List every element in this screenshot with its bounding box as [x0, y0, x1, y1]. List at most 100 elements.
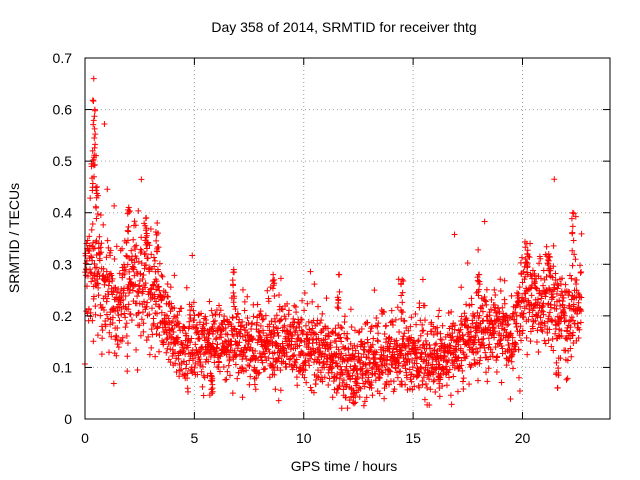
- data-point: [532, 284, 539, 291]
- data-point: [145, 333, 152, 340]
- data-point: [84, 237, 91, 244]
- data-point: [534, 327, 541, 334]
- data-point: [415, 372, 422, 379]
- data-point: [545, 257, 552, 264]
- data-point: [568, 314, 575, 321]
- data-point: [318, 353, 325, 360]
- data-point: [311, 371, 318, 378]
- data-point: [445, 369, 452, 376]
- data-point: [436, 307, 443, 314]
- data-point: [561, 304, 568, 311]
- data-point: [364, 319, 371, 326]
- data-point: [544, 329, 551, 336]
- data-point: [124, 237, 131, 244]
- data-point: [307, 268, 314, 275]
- data-point: [341, 357, 348, 364]
- data-point: [557, 281, 564, 288]
- data-point: [509, 365, 516, 372]
- data-point: [336, 335, 343, 342]
- axis-ticks: 0 0.1 0.2 0.3 0.4 0.5 0.6 0.7 0 5 10 15 20: [53, 50, 610, 446]
- data-point: [508, 352, 515, 359]
- data-point: [381, 385, 388, 392]
- data-point: [503, 329, 510, 336]
- y-tick-label: 0.1: [53, 359, 73, 375]
- data-point: [257, 323, 264, 330]
- data-point: [537, 275, 544, 282]
- data-point: [125, 301, 132, 308]
- data-point: [155, 268, 162, 275]
- data-point: [144, 255, 151, 262]
- data-point: [540, 282, 547, 289]
- data-point: [334, 294, 341, 301]
- data-point: [121, 264, 128, 271]
- data-point: [474, 377, 481, 384]
- data-point: [113, 289, 120, 296]
- data-point: [243, 367, 250, 374]
- data-point: [497, 337, 504, 344]
- data-point: [272, 386, 279, 393]
- data-point: [516, 388, 523, 395]
- data-point: [130, 236, 137, 243]
- data-point: [343, 334, 350, 341]
- data-point: [483, 369, 490, 376]
- data-point: [335, 305, 342, 312]
- data-point: [555, 332, 562, 339]
- data-point: [550, 263, 557, 270]
- data-point: [190, 299, 197, 306]
- data-point: [446, 374, 453, 381]
- data-point: [259, 316, 266, 323]
- data-point: [543, 243, 550, 250]
- data-point: [569, 209, 576, 216]
- data-point: [246, 363, 253, 370]
- data-point: [148, 344, 155, 351]
- data-point: [547, 287, 554, 294]
- data-point: [119, 334, 126, 341]
- data-point: [538, 307, 545, 314]
- data-point: [165, 315, 172, 322]
- data-point: [485, 365, 492, 372]
- data-point: [391, 351, 398, 358]
- data-point: [461, 310, 468, 317]
- data-point: [368, 379, 375, 386]
- data-point: [578, 268, 585, 275]
- data-point: [123, 332, 130, 339]
- data-point: [276, 355, 283, 362]
- data-point: [244, 314, 251, 321]
- data-point: [567, 324, 574, 331]
- data-point: [317, 319, 324, 326]
- data-point: [229, 331, 236, 338]
- data-point: [218, 334, 225, 341]
- data-point: [196, 335, 203, 342]
- data-point: [507, 330, 514, 337]
- data-point: [457, 345, 464, 352]
- data-point: [425, 360, 432, 367]
- data-point: [314, 373, 321, 380]
- data-point: [567, 345, 574, 352]
- data-point: [113, 333, 120, 340]
- data-point: [274, 341, 281, 348]
- data-point: [222, 376, 229, 383]
- data-point: [507, 396, 514, 403]
- data-point: [87, 253, 94, 260]
- data-point: [399, 276, 406, 283]
- data-point: [440, 357, 447, 364]
- data-point: [459, 331, 466, 338]
- data-point: [302, 367, 309, 374]
- data-point: [363, 361, 370, 368]
- data-point: [366, 348, 373, 355]
- data-point: [575, 335, 582, 342]
- data-point: [452, 322, 459, 329]
- data-point: [153, 278, 160, 285]
- data-point: [546, 267, 553, 274]
- data-point: [90, 293, 97, 300]
- data-point: [172, 360, 179, 367]
- data-point: [333, 338, 340, 345]
- data-point: [178, 366, 185, 373]
- data-point: [329, 364, 336, 371]
- data-point: [341, 319, 348, 326]
- data-point: [361, 398, 368, 405]
- data-point: [553, 359, 560, 366]
- data-point: [458, 313, 465, 320]
- data-point: [150, 282, 157, 289]
- data-point: [344, 405, 351, 412]
